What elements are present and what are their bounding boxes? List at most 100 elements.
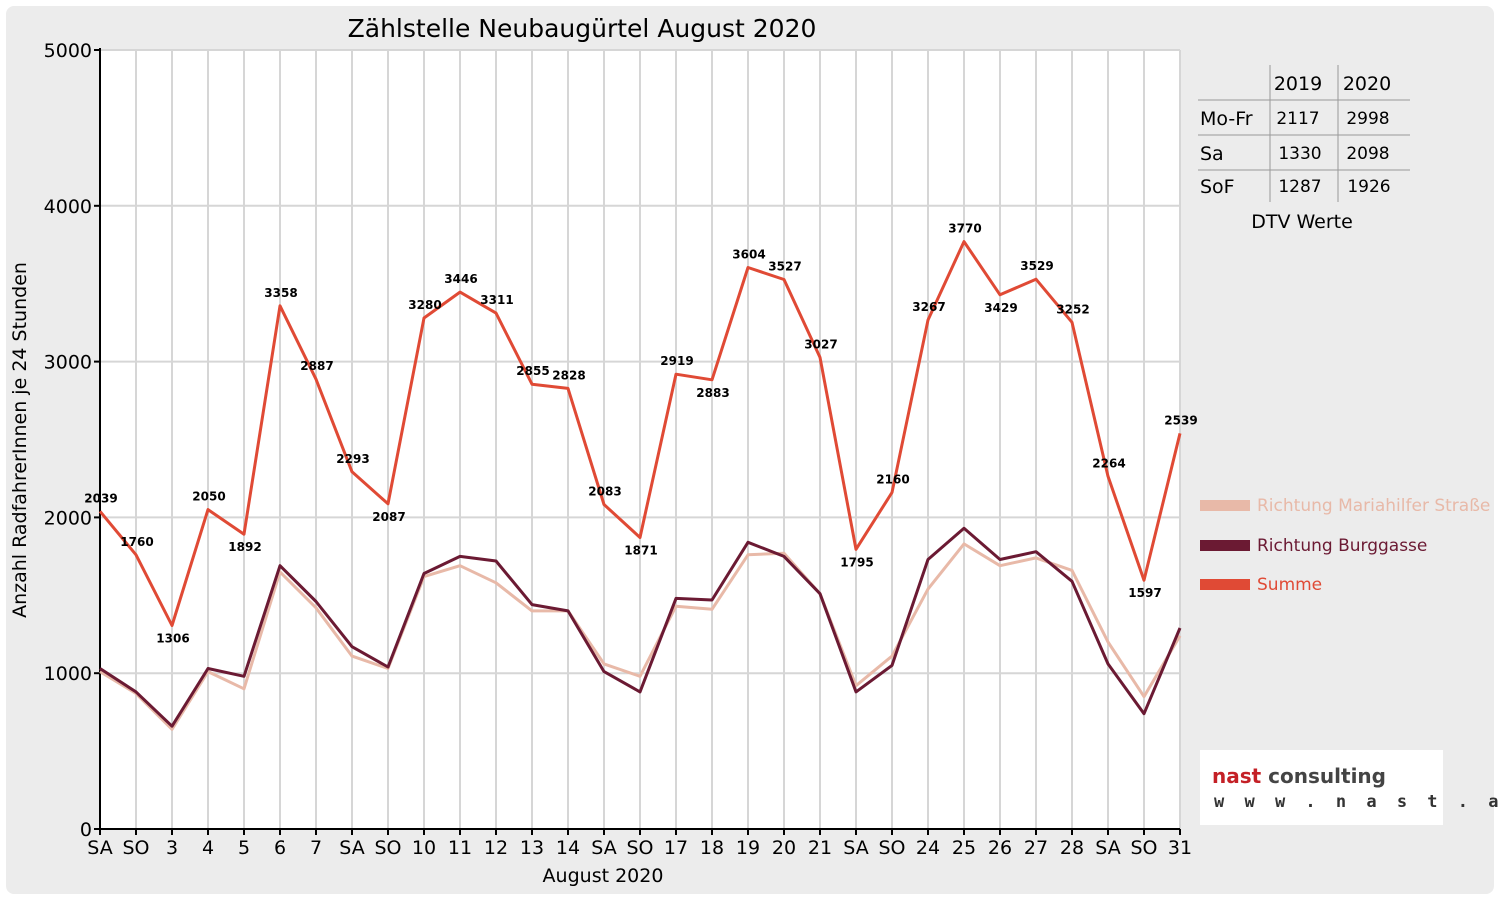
- x-tick-label: 5: [238, 837, 250, 859]
- data-label: 2087: [372, 510, 405, 524]
- x-tick-label: SA: [87, 837, 112, 859]
- x-tick-label: 17: [664, 837, 688, 859]
- data-label: 3267: [912, 300, 945, 314]
- data-label: 3527: [768, 259, 801, 273]
- legend-label-mariahilfer: Richtung Mariahilfer Straße: [1257, 496, 1490, 516]
- x-tick-label: 20: [772, 837, 796, 859]
- x-tick-label: SO: [626, 837, 653, 859]
- data-label: 1306: [156, 632, 189, 646]
- legend-label-summe: Summe: [1257, 575, 1322, 595]
- legend-swatch-mariahilfer: [1200, 500, 1250, 511]
- logo-url: w w w . n a s t . a t: [1214, 792, 1500, 812]
- y-tick-label: 3000: [44, 352, 92, 374]
- x-tick-label: 4: [202, 837, 214, 859]
- x-tick-label: 21: [808, 837, 832, 859]
- dtv-cell: 2098: [1346, 144, 1389, 164]
- logo-brand-consulting: consulting: [1268, 764, 1386, 788]
- data-label: 2887: [300, 359, 333, 373]
- x-tick-label: 3: [166, 837, 178, 859]
- data-label: 2855: [516, 364, 549, 378]
- dtv-row-label: Sa: [1200, 143, 1224, 165]
- x-tick-label: 7: [310, 837, 322, 859]
- data-label: 3604: [732, 247, 765, 261]
- data-labels: 2039 1760 1306 2050 1892 3358 2887 2293 2087 3280…: [84, 222, 1197, 646]
- dtv-table: 2019 2020 Mo-Fr 2117 2998 Sa 1330 2098 S…: [1198, 65, 1410, 233]
- legend-swatch-burggasse: [1200, 540, 1250, 551]
- dtv-cell: 2998: [1346, 109, 1389, 129]
- data-label: 2264: [1092, 456, 1125, 470]
- x-tick-label: 26: [988, 837, 1012, 859]
- x-tick-label: 14: [556, 837, 580, 859]
- dtv-cell: 1330: [1278, 144, 1321, 164]
- dtv-header-2020: 2020: [1343, 73, 1391, 95]
- series-line-richtung-burggasse: [99, 526, 1182, 728]
- dtv-cell: 2117: [1276, 109, 1319, 129]
- x-tick-labels: SA SO 3 4 5 6 7 SA SO 10 11 12 13 14 SA SO 17 18 19 20 21 SA S…: [87, 829, 1192, 859]
- series-lines: [98, 240, 1182, 731]
- data-label: 2293: [336, 452, 369, 466]
- data-label: 3429: [984, 301, 1017, 315]
- y-axis-label: Anzahl RadfahrerInnen je 24 Stunden: [9, 262, 31, 618]
- x-tick-label: 28: [1060, 837, 1084, 859]
- x-tick-label: SA: [591, 837, 616, 859]
- series-line-richtung-mariahilfer-stra-e: [99, 542, 1182, 731]
- data-label: 3311: [480, 293, 513, 307]
- x-tick-label: 6: [274, 837, 286, 859]
- data-label: 2083: [588, 484, 621, 498]
- logo-wordmark: nast consulting: [1212, 764, 1386, 788]
- x-tick-label: SO: [1130, 837, 1157, 859]
- logo-brand-nast: nast: [1212, 764, 1262, 788]
- legend-swatch-summe: [1200, 579, 1250, 590]
- dtv-row-label: Mo-Fr: [1200, 108, 1253, 130]
- company-logo: nast consulting w w w . n a s t . a t: [1200, 750, 1500, 825]
- data-label: 1795: [840, 555, 873, 569]
- x-tick-label: SO: [122, 837, 149, 859]
- legend-label-burggasse: Richtung Burggasse: [1257, 536, 1427, 556]
- grid-lines: [100, 49, 1181, 829]
- x-tick-label: 11: [448, 837, 472, 859]
- data-label: 2539: [1164, 413, 1197, 427]
- x-tick-label: SO: [878, 837, 905, 859]
- x-tick-label: 27: [1024, 837, 1048, 859]
- y-tick-label: 2000: [44, 507, 92, 529]
- dtv-caption: DTV Werte: [1251, 211, 1353, 233]
- x-tick-label: 25: [952, 837, 976, 859]
- data-label: 3252: [1056, 302, 1089, 316]
- data-label: 3280: [408, 298, 441, 312]
- data-label: 3446: [444, 272, 477, 286]
- y-tick-label: 5000: [44, 40, 92, 62]
- data-label: 1871: [624, 543, 657, 557]
- y-tick-label: 0: [80, 819, 92, 841]
- x-tick-label: 18: [700, 837, 724, 859]
- y-tick-label: 1000: [44, 663, 92, 685]
- data-label: 2160: [876, 472, 909, 486]
- dtv-cell: 1926: [1347, 177, 1390, 197]
- data-label: 3529: [1020, 259, 1053, 273]
- x-tick-label: 31: [1168, 837, 1192, 859]
- x-tick-label: 19: [736, 837, 760, 859]
- x-tick-label: SA: [843, 837, 868, 859]
- x-axis-label: August 2020: [543, 865, 664, 887]
- data-label: 2828: [552, 368, 585, 382]
- dtv-header-2019: 2019: [1274, 73, 1322, 95]
- dtv-row-label: SoF: [1200, 176, 1235, 198]
- x-tick-label: 13: [520, 837, 544, 859]
- data-label: 1760: [120, 535, 153, 549]
- data-label: 3770: [948, 222, 981, 236]
- data-label: 2039: [84, 491, 117, 505]
- y-tick-labels: 0 1000 2000 3000 4000 5000: [44, 40, 100, 841]
- x-tick-label: SA: [339, 837, 364, 859]
- data-label: 2883: [696, 386, 729, 400]
- data-label: 3358: [264, 286, 297, 300]
- data-label: 2919: [660, 354, 693, 368]
- dtv-cell: 1287: [1278, 177, 1321, 197]
- x-tick-label: SA: [1095, 837, 1120, 859]
- data-label: 1892: [228, 540, 261, 554]
- x-tick-label: 10: [412, 837, 436, 859]
- x-tick-label: SO: [374, 837, 401, 859]
- y-tick-label: 4000: [44, 196, 92, 218]
- data-label: 3027: [804, 337, 837, 351]
- data-label: 2050: [192, 490, 225, 504]
- chart-title: Zählstelle Neubaugürtel August 2020: [348, 14, 817, 43]
